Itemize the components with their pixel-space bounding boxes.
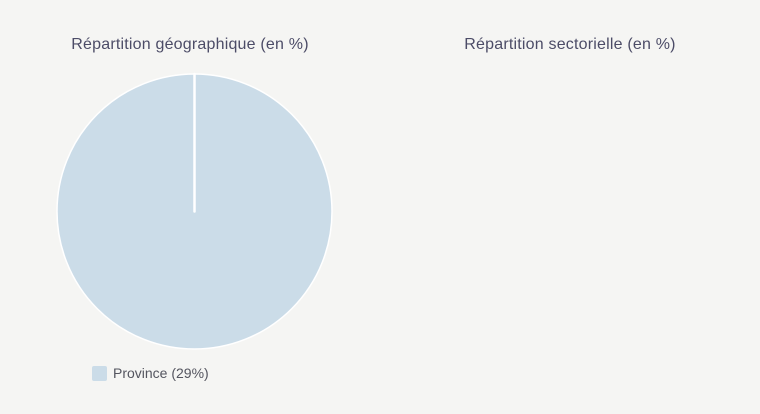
legend-label-province[interactable]: Province (29%) — [113, 365, 209, 381]
chart-panel-sectorial: Répartition sectorielle (en %) — [380, 0, 760, 414]
pie-chart-geographic — [56, 72, 333, 350]
chart-title-sectorial: Répartition sectorielle (en %) — [464, 36, 676, 53]
chart-title-geographic: Répartition géographique (en %) — [71, 36, 309, 53]
legend-swatch-province[interactable] — [92, 365, 107, 381]
legend-geographic: Province (29%) — [92, 365, 209, 381]
chart-panel-geographic: Répartition géographique (en %) Province… — [56, 36, 333, 381]
